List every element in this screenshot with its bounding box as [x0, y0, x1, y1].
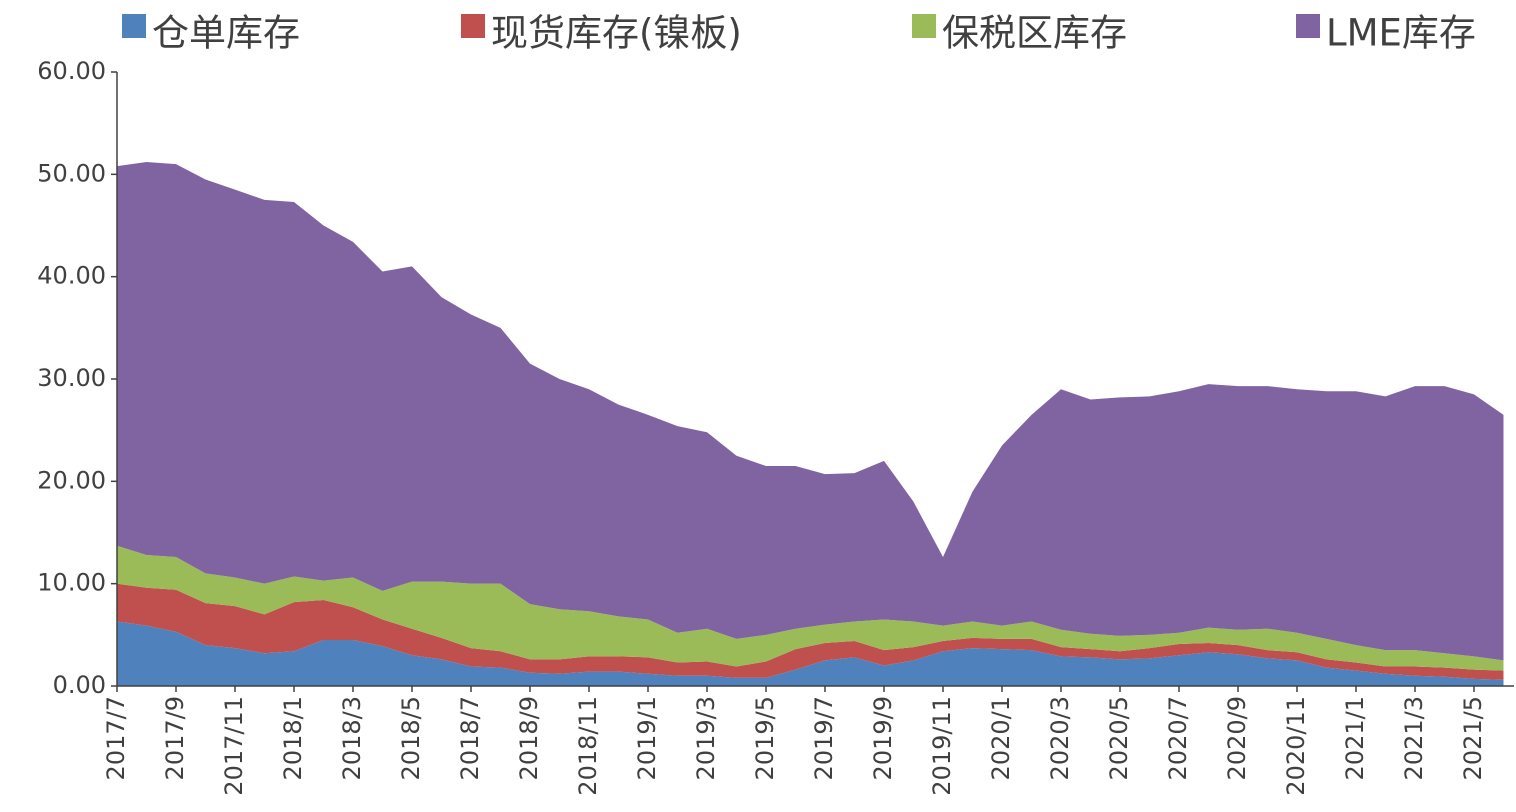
x-tick-label: 2018/3	[338, 696, 366, 780]
x-tick-label: 2020/1	[987, 696, 1015, 780]
x-tick-label: 2017/11	[220, 696, 248, 796]
x-tick-label: 2017/9	[161, 696, 189, 780]
x-tick-label: 2020/9	[1223, 696, 1251, 780]
x-tick-label: 2019/9	[869, 696, 897, 780]
x-tick-label: 2019/5	[751, 696, 779, 780]
x-tick-label: 2018/9	[515, 696, 543, 780]
y-tick-label: 40.00	[37, 262, 106, 290]
legend-swatch	[122, 14, 146, 38]
x-tick-label: 2021/5	[1459, 696, 1487, 780]
area	[117, 162, 1504, 661]
x-tick-label: 2017/7	[102, 696, 130, 780]
x-tick-label: 2020/11	[1282, 696, 1310, 796]
area	[117, 545, 1504, 671]
x-tick-label: 2019/7	[810, 696, 838, 780]
x-tick-label: 2019/11	[928, 696, 956, 796]
legend-label: 保税区库存	[942, 12, 1127, 55]
x-tick-label: 2018/1	[279, 696, 307, 780]
legend-label: 仓单库存	[152, 12, 300, 55]
x-tick-label: 2021/3	[1400, 696, 1428, 780]
legend-label: LME库存	[1326, 12, 1476, 55]
area	[117, 621, 1504, 686]
x-tick-label: 2018/11	[574, 696, 602, 796]
legend-swatch	[461, 14, 485, 38]
y-tick-label: 30.00	[37, 364, 106, 392]
legend-swatch	[1296, 14, 1320, 38]
legend-label: 现货库存(镍板)	[491, 12, 742, 55]
x-tick-label: 2021/1	[1341, 696, 1369, 780]
legend-swatch	[912, 14, 936, 38]
area	[117, 583, 1504, 680]
x-tick-label: 2020/7	[1164, 696, 1192, 780]
x-tick-label: 2018/5	[397, 696, 425, 780]
x-tick-label: 2020/3	[1046, 696, 1074, 780]
x-tick-label: 2018/7	[456, 696, 484, 780]
x-tick-label: 2019/1	[633, 696, 661, 780]
y-tick-label: 60.00	[37, 57, 106, 85]
x-tick-label: 2020/5	[1105, 696, 1133, 780]
y-tick-label: 20.00	[37, 466, 106, 494]
y-tick-label: 50.00	[37, 159, 106, 187]
y-tick-label: 10.00	[37, 569, 106, 597]
y-tick-label: 0.00	[53, 671, 106, 699]
x-tick-label: 2019/3	[692, 696, 720, 780]
